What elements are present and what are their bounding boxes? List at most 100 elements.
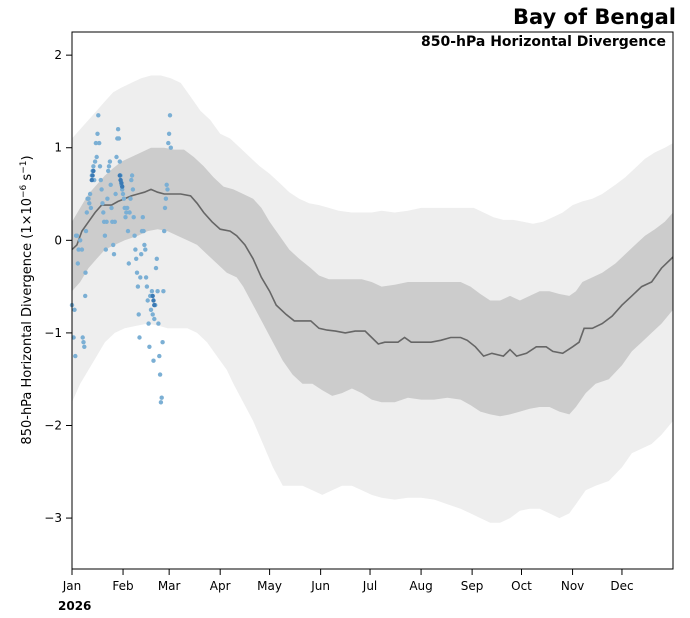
y-axis-label: 850-hPa Horizontal Divergence (1×10−6 s−… <box>19 155 35 444</box>
observation-point-42 <box>106 168 111 174</box>
y-tick-label-1: 1 <box>54 141 62 155</box>
observation-point-30 <box>96 113 101 118</box>
observation-point-91 <box>146 321 151 326</box>
observation-point-76 <box>134 256 139 261</box>
observation-point-52 <box>114 154 119 160</box>
x-tick-label-mar: Mar <box>158 579 181 593</box>
observation-point-63 <box>123 215 128 220</box>
observation-point-103 <box>156 321 161 326</box>
y-axis-label-exponent-1: −6 <box>19 184 29 198</box>
observation-point-27 <box>93 140 99 146</box>
y-tick-label-5: −3 <box>44 511 62 525</box>
observation-point-116 <box>166 131 172 136</box>
observation-point-88 <box>143 275 149 280</box>
observation-point-96 <box>150 312 155 317</box>
observation-point-13 <box>83 293 88 299</box>
observation-point-65 <box>125 205 130 211</box>
x-tick-label-aug: Aug <box>409 579 432 593</box>
y-axis-label-unit: s <box>20 174 35 185</box>
y-tick-label-3: −1 <box>44 326 62 340</box>
observation-point-38 <box>102 233 108 238</box>
observation-point-69 <box>128 196 133 201</box>
observation-point-32 <box>97 164 103 169</box>
observation-point-29 <box>95 131 100 136</box>
x-tick-label-oct: Oct <box>511 579 532 593</box>
observation-point-dark-9 <box>152 302 157 308</box>
observation-point-40 <box>104 219 109 224</box>
observation-point-43 <box>106 164 112 169</box>
x-tick-label-nov: Nov <box>561 579 584 593</box>
y-tick-label-2: 0 <box>54 233 62 247</box>
observation-point-dark-6 <box>120 184 125 189</box>
observation-point-74 <box>132 233 137 238</box>
observation-point-5 <box>74 233 80 238</box>
observation-point-15 <box>83 228 89 234</box>
observation-point-86 <box>142 242 147 248</box>
observation-point-24 <box>91 164 96 169</box>
x-tick-label-jun: Jun <box>310 579 330 593</box>
observation-point-11 <box>81 340 86 345</box>
y-axis: 2 1 0 −1 −2 −3 <box>44 48 72 525</box>
observation-point-14 <box>83 270 88 275</box>
observation-point-48 <box>111 242 116 248</box>
observation-point-114 <box>165 187 170 192</box>
plot-area <box>69 75 674 523</box>
observation-point-dark-3 <box>117 173 123 178</box>
observation-point-60 <box>120 191 126 197</box>
observation-point-71 <box>129 173 135 178</box>
observation-point-117 <box>167 113 173 118</box>
observation-point-6 <box>75 261 81 266</box>
year-label: 2026 <box>58 599 91 613</box>
observation-point-3 <box>73 353 78 359</box>
observation-points <box>69 113 173 405</box>
y-axis-label-close: ) <box>20 155 35 160</box>
observation-point-100 <box>153 265 159 271</box>
observation-point-33 <box>98 177 104 183</box>
observation-point-110 <box>162 228 167 234</box>
x-tick-label-jul: Jul <box>362 579 377 593</box>
observation-point-36 <box>101 210 106 215</box>
observation-point-41 <box>105 196 110 201</box>
observation-point-102 <box>155 289 160 294</box>
observation-point-dark-2 <box>91 168 96 174</box>
observation-point-7 <box>76 247 81 252</box>
observation-point-87 <box>143 247 148 252</box>
observation-point-44 <box>107 159 113 164</box>
x-tick-label-apr: Apr <box>210 579 231 593</box>
observation-point-77 <box>134 270 140 275</box>
y-axis-label-main: 850-hPa Horizontal Divergence (1×10 <box>20 198 35 445</box>
observation-point-46 <box>109 205 114 211</box>
observation-point-45 <box>108 182 113 187</box>
observation-point-dark-7 <box>150 293 155 299</box>
observation-point-85 <box>141 228 146 234</box>
observation-point-56 <box>117 159 123 164</box>
observation-point-10 <box>80 335 85 340</box>
observation-point-106 <box>158 400 164 405</box>
observation-point-111 <box>162 205 168 211</box>
observation-point-112 <box>163 196 169 201</box>
observation-point-101 <box>154 256 159 261</box>
observation-point-70 <box>129 177 134 183</box>
observation-point-107 <box>159 395 164 400</box>
y-axis-label-exponent-2: −1 <box>19 161 29 174</box>
x-axis: Jan Feb Mar Apr May Jun Jul Aug Sep Oct Nov Dec <box>62 569 634 593</box>
chart-subtitle: 850-hPa Horizontal Divergence <box>421 34 666 50</box>
observation-point-26 <box>92 159 98 164</box>
observation-point-98 <box>152 316 157 322</box>
y-tick-label-0: 2 <box>54 48 62 62</box>
observation-point-12 <box>82 344 87 349</box>
observation-point-21 <box>88 205 94 211</box>
median-line <box>71 188 674 358</box>
x-tick-label-feb: Feb <box>112 579 133 593</box>
observation-point-39 <box>103 247 109 252</box>
observation-point-82 <box>139 252 144 257</box>
inner-percentile-band <box>72 147 673 417</box>
observation-point-79 <box>136 312 141 317</box>
observation-point-31 <box>97 140 102 146</box>
observation-point-104 <box>157 353 162 359</box>
observation-point-20 <box>87 191 93 197</box>
observation-point-8 <box>78 238 83 243</box>
observation-point-49 <box>111 252 117 257</box>
observation-point-118 <box>168 145 173 150</box>
